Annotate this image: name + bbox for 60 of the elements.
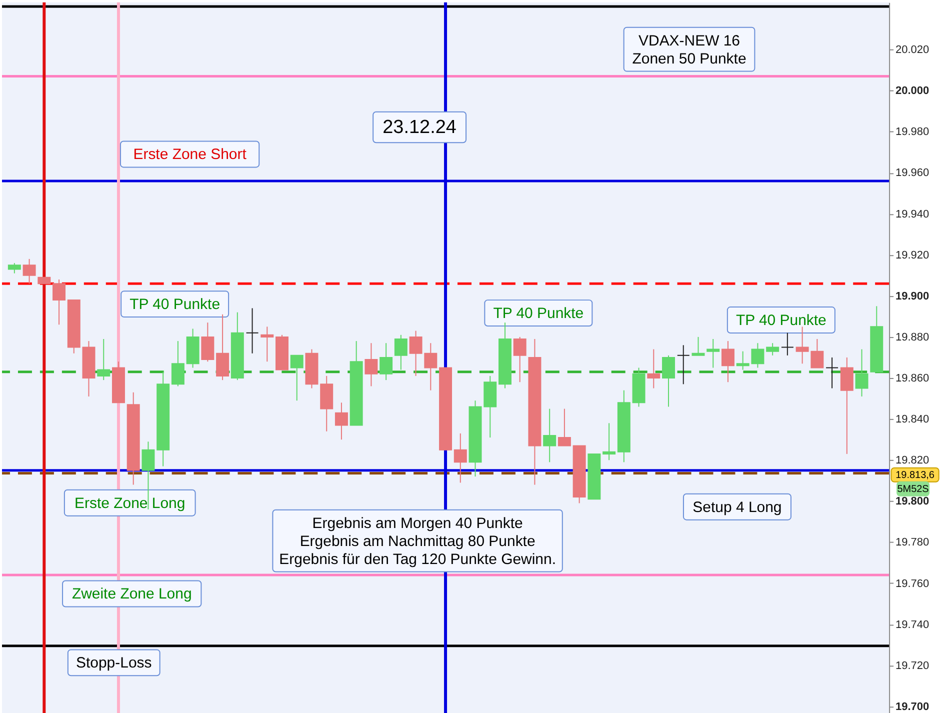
y-tick-label: 19.940 <box>896 208 930 220</box>
candlestick <box>855 348 868 397</box>
y-tick-label: 19.960 <box>896 167 930 180</box>
annotation: 23.12.24 <box>382 117 456 138</box>
y-tick-label: 19.780 <box>896 536 930 549</box>
candlestick <box>780 332 794 356</box>
candlestick <box>558 408 571 446</box>
annotation: TP 40 Punkte <box>493 305 584 322</box>
candlestick <box>52 278 66 326</box>
candlestick <box>8 262 21 274</box>
y-tick-label: 19.840 <box>896 414 930 426</box>
candlestick <box>706 338 720 368</box>
candlestick <box>364 342 378 387</box>
candlestick <box>216 314 230 381</box>
y-tick-label: 19.860 <box>896 372 930 384</box>
candlestick <box>260 326 274 362</box>
candlestick <box>334 402 348 440</box>
annotation: VDAX-NEW 16 Zonen 50 Punkte <box>632 32 746 68</box>
ref-line-label: Stopp-Loss <box>76 654 152 672</box>
candlestick <box>840 356 854 454</box>
y-tick-label: 19.800 <box>896 496 930 508</box>
y-tick-label: 20.020 <box>896 44 930 56</box>
candlestick <box>513 336 526 383</box>
ref-line-label: Zweite Zone Long <box>72 586 192 603</box>
candlestick <box>692 336 705 356</box>
candlestick <box>543 408 556 463</box>
candlestick <box>171 340 184 387</box>
ref-line-label: Erste Zone Long <box>74 494 186 512</box>
y-tick-label: 19.900 <box>896 290 930 302</box>
candlestick <box>647 348 660 389</box>
candlestick <box>826 356 839 389</box>
y-tick-label: 20.000 <box>896 85 930 98</box>
ref-line-label: 19.813,6 <box>896 470 935 481</box>
y-tick-label: 19.760 <box>896 578 930 590</box>
y-tick-label: 19.700 <box>896 700 930 713</box>
candlestick <box>676 344 690 385</box>
candlestick <box>201 322 214 362</box>
text: 5M52S <box>897 484 930 495</box>
candlestick <box>662 354 676 408</box>
candlestick <box>246 308 259 354</box>
candlestick <box>602 422 616 461</box>
candlestick <box>22 258 36 284</box>
candlestick <box>721 340 734 383</box>
y-tick-label: 19.720 <box>896 660 930 672</box>
candlestick <box>380 342 393 381</box>
ref-line-label: Erste Zone Short <box>133 146 248 164</box>
annotation: TP 40 Punkte <box>130 296 220 314</box>
candlestick <box>454 432 467 484</box>
y-tick-label: 19.880 <box>896 331 930 344</box>
candlestick <box>394 334 408 370</box>
annotation: Ergebnis am Morgen 40 Punkte Ergebnis am Nachmittag 80 Punkte Ergebnis für den Tag 120 Punkte Gewinn. <box>279 514 556 568</box>
candlestick <box>766 342 780 356</box>
y-tick-label: 19.980 <box>896 126 930 138</box>
y-tick-label: 19.920 <box>896 249 930 262</box>
y-tick-label: 19.820 <box>896 454 930 467</box>
y-tick-label: 19.740 <box>896 618 930 631</box>
annotation: TP 40 Punkte <box>736 312 826 330</box>
candlestick <box>97 338 110 381</box>
candlestick <box>290 354 304 402</box>
annotation: Setup 4 Long <box>692 498 782 516</box>
